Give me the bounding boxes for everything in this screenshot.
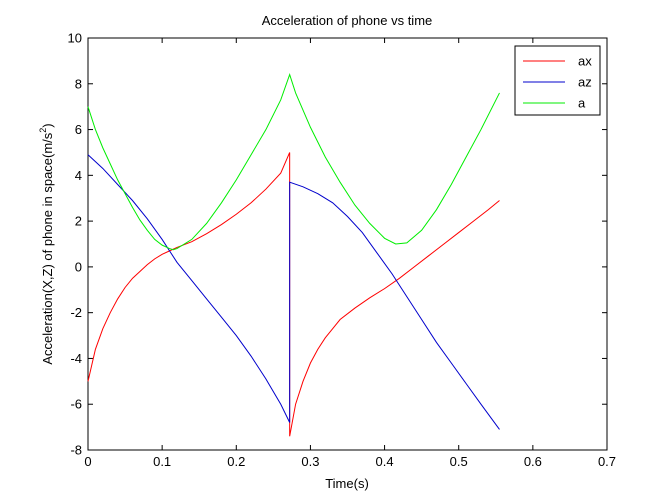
- y-tick-label: -4: [70, 351, 82, 366]
- legend-label-a: a: [578, 96, 586, 111]
- axis-ticks: 0 0.1 0.2 0.3 0.4 0.5 0.6 0.7 -8 -6 -4 -2 0 2 4 6 8 10: [68, 31, 617, 470]
- y-axis-label-superscript: 2: [38, 128, 48, 133]
- y-tick-label: 4: [75, 168, 82, 183]
- y-axis-label-main: Acceleration(X,Z) of phone in space(m/s: [40, 132, 55, 364]
- y-axis-label: Acceleration(X,Z) of phone in space(m/s2…: [38, 123, 55, 364]
- legend-label-ax: ax: [578, 54, 592, 69]
- x-tick-label: 0.4: [376, 454, 394, 469]
- y-tick-label: 0: [75, 259, 82, 274]
- x-tick-label: 0.2: [227, 454, 245, 469]
- y-tick-label: -2: [70, 305, 82, 320]
- x-tick-label: 0: [84, 454, 91, 469]
- series-line-az: [87, 154, 500, 430]
- y-tick-label: 6: [75, 122, 82, 137]
- legend: ax az a: [514, 45, 601, 116]
- x-axis-label: Time(s): [325, 476, 369, 491]
- y-tick-label: 2: [75, 214, 82, 229]
- y-tick-label: 8: [75, 76, 82, 91]
- x-tick-label: 0.1: [153, 454, 171, 469]
- series-lines: [87, 73, 500, 437]
- legend-label-az: az: [578, 75, 592, 90]
- series-line-a: [87, 73, 500, 251]
- x-tick-label: 0.7: [598, 454, 616, 469]
- chart-title: Acceleration of phone vs time: [262, 13, 433, 28]
- x-tick-label: 0.3: [301, 454, 319, 469]
- y-tick-label: 10: [68, 31, 82, 46]
- y-axis-label-close: ): [40, 123, 55, 127]
- y-tick-label: -6: [70, 397, 82, 412]
- series-line-ax: [87, 152, 500, 437]
- x-tick-label: 0.6: [524, 454, 542, 469]
- x-tick-label: 0.5: [450, 454, 468, 469]
- y-tick-label: -8: [70, 443, 82, 458]
